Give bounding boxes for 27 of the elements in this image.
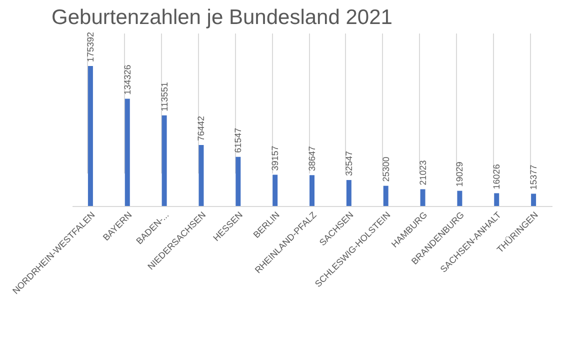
data-label: 21023	[418, 160, 428, 186]
data-label: 61547	[233, 128, 244, 153]
data-label: 25300	[380, 156, 391, 182]
chart-title: Geburtenzahlen je Bundesland 2021	[52, 6, 392, 29]
bar	[198, 144, 204, 206]
data-label: 39157	[270, 146, 280, 171]
bar	[420, 189, 426, 206]
bar	[457, 190, 462, 206]
data-label: 15377	[528, 164, 539, 190]
data-label: 175392	[85, 32, 96, 62]
data-label: 38647	[307, 146, 317, 172]
bar	[272, 174, 278, 206]
bar	[383, 186, 388, 206]
bar	[494, 193, 500, 206]
bar	[88, 66, 93, 206]
data-label: 113551	[159, 82, 170, 112]
data-label: 16026	[492, 164, 502, 190]
data-label: 76442	[196, 116, 206, 141]
bar	[346, 180, 352, 206]
bar	[531, 194, 536, 206]
data-label: 19029	[454, 162, 465, 187]
bar	[124, 98, 130, 206]
bar	[236, 156, 241, 206]
data-label: 134326	[122, 64, 132, 95]
data-label: 32547	[344, 150, 354, 176]
bar	[310, 175, 314, 206]
bar	[162, 115, 167, 206]
